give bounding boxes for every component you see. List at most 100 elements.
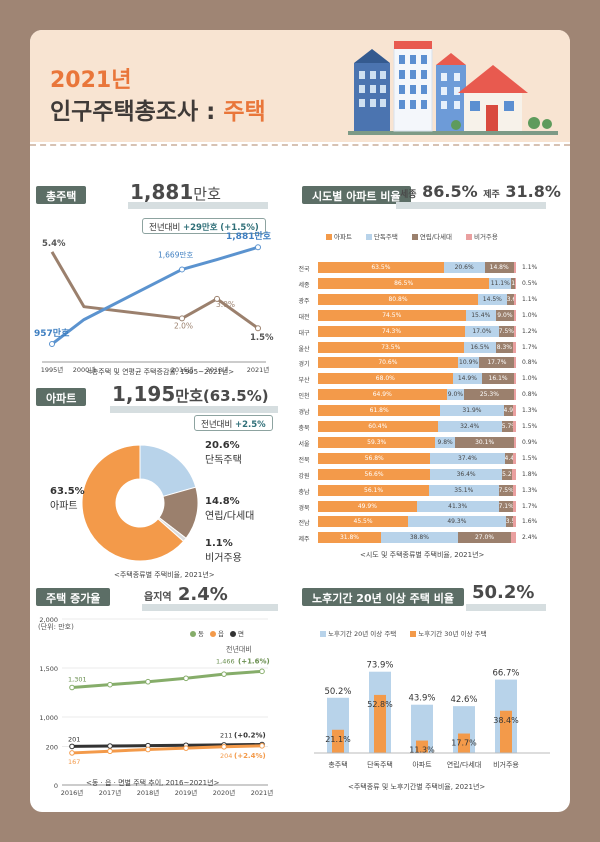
sido-bar-apt: 64.9% bbox=[318, 389, 447, 401]
sido-bar-detached: 14.5% bbox=[477, 293, 507, 305]
growth-legend-item: 읍 bbox=[209, 630, 224, 638]
dong-change: (+1.6%) bbox=[238, 657, 270, 665]
growth-unit-label: (단위: 만호) bbox=[38, 623, 74, 631]
sido-row-nonres-label: 1.7% bbox=[522, 502, 538, 510]
sido-row-nonres-label: 1.1% bbox=[522, 295, 538, 303]
sido-bar-nonres bbox=[513, 325, 516, 337]
rate-series-line bbox=[50, 251, 259, 330]
age-underline bbox=[466, 604, 546, 611]
sido-legend-item: 아파트 bbox=[326, 233, 352, 241]
sido-legend-item: 단독주택 bbox=[365, 233, 398, 241]
sido-row-nonres-label: 0.8% bbox=[522, 391, 538, 399]
bar-20yr-label: 73.9% bbox=[366, 661, 393, 671]
sido-bar-nonres bbox=[512, 341, 516, 353]
sido-underline bbox=[396, 202, 546, 209]
y-tick-label: 0 bbox=[54, 782, 58, 790]
sido-row-nonres-label: 1.1% bbox=[522, 264, 538, 271]
growth-highlight: 읍지역 2.4% bbox=[144, 584, 228, 605]
sido-row-nonres-label: 1.2% bbox=[522, 327, 538, 335]
sido-bar-rowhouse: 9.0% bbox=[496, 309, 514, 321]
growth-legend-item: 동 bbox=[190, 630, 204, 638]
category-label: 아파트 bbox=[412, 760, 432, 769]
bar-20yr-label: 66.7% bbox=[492, 669, 519, 679]
total-housing-tag: 총주택 bbox=[36, 186, 87, 204]
growth-legend-label: 면 bbox=[237, 630, 244, 638]
sido-row-label: 인천 bbox=[298, 393, 310, 401]
x-tick-label: 2019년 bbox=[175, 788, 198, 797]
sido-bar-apt: 49.9% bbox=[318, 500, 417, 512]
sido-row-nonres-label: 1.5% bbox=[522, 454, 538, 462]
sido-bar-apt: 61.8% bbox=[318, 405, 441, 417]
sido-bar-nonres bbox=[513, 484, 516, 496]
sido-bar-detached: 20.6% bbox=[443, 262, 485, 273]
rate-label-mid: 2.0% bbox=[174, 321, 193, 330]
eup-line bbox=[71, 744, 263, 755]
growth-underline bbox=[142, 604, 278, 611]
sido-legend-label: 단독주택 bbox=[373, 233, 398, 241]
sido-bar-apt: 63.5% bbox=[318, 262, 444, 273]
x-tick-label: 2018년 bbox=[137, 788, 160, 797]
sido-bar-apt: 59.3% bbox=[318, 436, 436, 448]
sido-bar-nonres bbox=[514, 357, 516, 369]
housing-point bbox=[49, 341, 55, 348]
sido-row-nonres-label: 1.3% bbox=[522, 407, 538, 415]
sido-row-label: 전국 bbox=[298, 266, 310, 273]
sido-row-label: 전남 bbox=[298, 520, 310, 528]
bar-20yr-label: 43.9% bbox=[408, 694, 435, 704]
housing-point bbox=[255, 244, 261, 251]
housing-label-first: 957만호 bbox=[34, 327, 70, 339]
bar-30yr bbox=[500, 710, 512, 753]
sido-bar-apt: 56.6% bbox=[318, 468, 431, 480]
sido-row-nonres-label: 1.0% bbox=[522, 375, 538, 383]
dong-point bbox=[69, 684, 75, 691]
x-tick-label: 2016년 bbox=[171, 365, 194, 374]
bar-30yr bbox=[332, 729, 344, 753]
bar-20yr-label: 42.6% bbox=[450, 695, 477, 705]
myeon-point bbox=[69, 743, 75, 750]
sido-row-nonres-label: 0.8% bbox=[522, 359, 538, 367]
sido-bar-apt: 80.8% bbox=[318, 293, 478, 305]
apartment-value: 1,195만호(63.5%) bbox=[112, 382, 269, 406]
sido-row-label: 서울 bbox=[298, 440, 310, 448]
eup-point bbox=[221, 743, 227, 750]
rate-point bbox=[214, 295, 220, 302]
sido-bar-rowhouse: 27.0% bbox=[457, 532, 512, 544]
sido-legend: 아파트 단독주택 연립/다세대 비거주용 bbox=[326, 224, 512, 243]
dong-eup-myeon-line-chart: 0 200 1,000 1,500 2,000 2016년 2017년 2018년 2019년 2… bbox=[39, 616, 273, 797]
sido-bar-nonres bbox=[513, 309, 516, 321]
sido-bar-rowhouse: 16.1% bbox=[482, 373, 515, 385]
dong-change-note: 전년대비 bbox=[226, 644, 252, 653]
eup-point bbox=[107, 748, 113, 755]
sido-bar-apt: 56.1% bbox=[318, 484, 430, 496]
age-legend-label: 노후기간 20년 이상 주택 bbox=[328, 630, 397, 638]
dong-point bbox=[221, 671, 227, 677]
legend-swatch-icon bbox=[326, 234, 332, 240]
dong-point bbox=[145, 678, 151, 685]
header-year: 2021년 bbox=[50, 68, 132, 93]
sido-row-label: 대전 bbox=[298, 313, 310, 321]
slice-detached bbox=[139, 444, 197, 498]
sido-legend-item: 연립/다세대 bbox=[411, 233, 452, 241]
y-tick-label: 1,500 bbox=[39, 665, 58, 673]
sido-bar-rowhouse: 7.1% bbox=[498, 500, 513, 512]
myeon-point bbox=[107, 743, 113, 749]
category-label: 총주택 bbox=[328, 760, 347, 769]
sido-bar-detached: 38.8% bbox=[380, 532, 458, 544]
sido-bar-detached: 10.9% bbox=[457, 357, 480, 369]
bar-30yr-label: 11.3% bbox=[409, 746, 435, 755]
sido-bar-rowhouse: 4.9% bbox=[503, 405, 514, 417]
sido-row-label: 충남 bbox=[298, 488, 310, 496]
sido-row-nonres-label: 2.4% bbox=[522, 534, 538, 542]
apartment-delta-pill: 전년대비 +2.5% bbox=[194, 415, 273, 431]
sido-legend-label: 아파트 bbox=[334, 233, 352, 241]
sido-bar-detached: 35.1% bbox=[429, 484, 499, 496]
x-tick-label: 2021년 bbox=[247, 365, 270, 374]
age-highlight: 50.2% bbox=[472, 582, 535, 603]
sido-tag: 시도별 아파트 비율 bbox=[302, 186, 411, 204]
eup-change: (+2.4%) bbox=[234, 752, 266, 760]
age-tag: 노후기간 20년 이상 주택 비율 bbox=[302, 588, 464, 606]
legend-swatch-icon bbox=[190, 631, 196, 637]
sido-bar-nonres bbox=[514, 436, 517, 448]
growth-legend-label: 동 bbox=[198, 630, 204, 638]
sido-bar-rowhouse: 8.3% bbox=[496, 341, 513, 353]
